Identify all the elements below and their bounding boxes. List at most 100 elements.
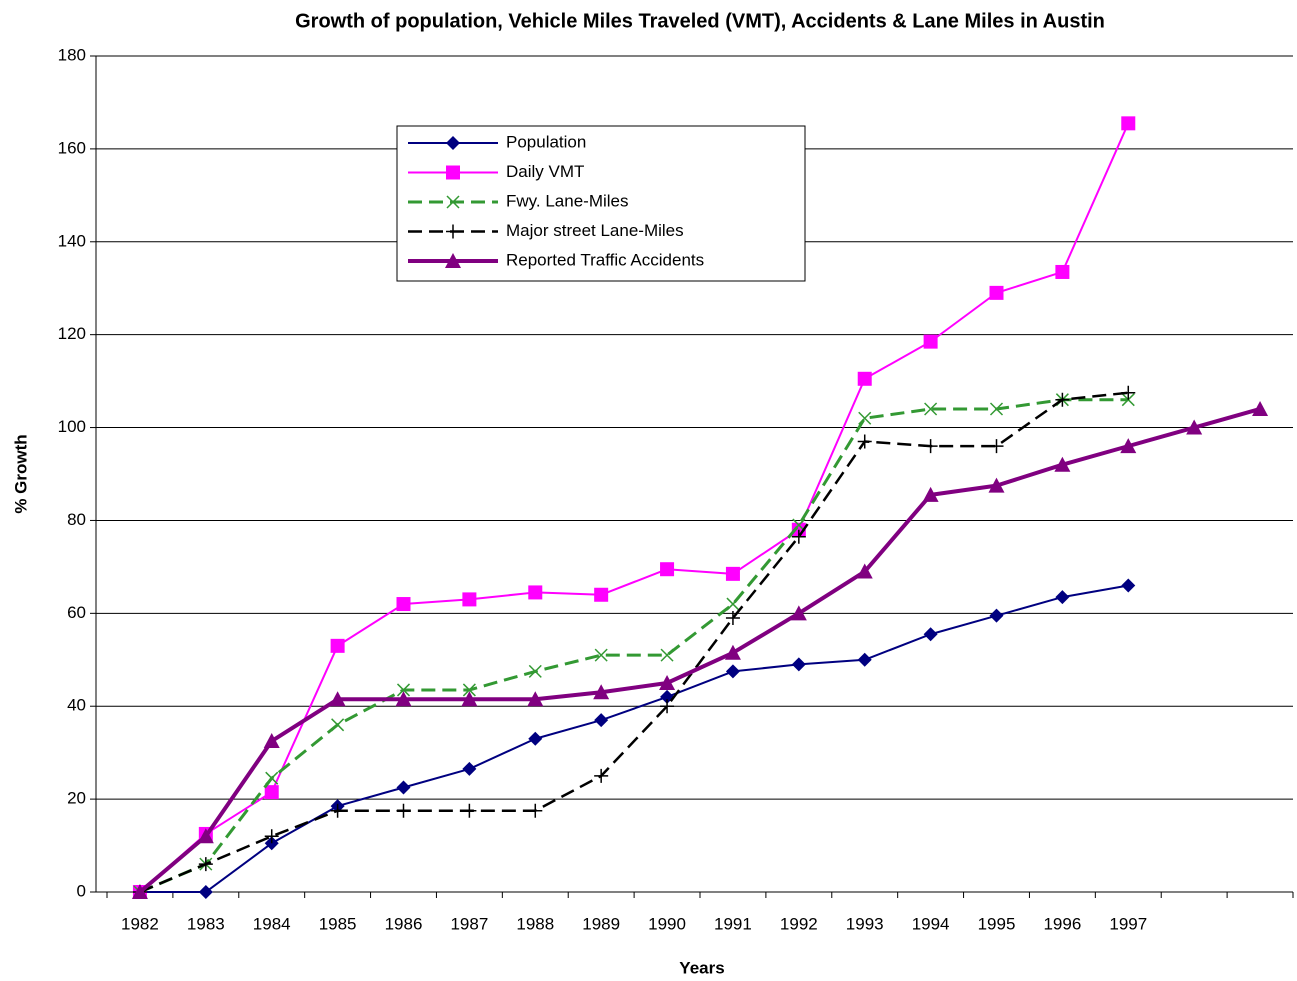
marker — [989, 285, 1004, 300]
marker — [264, 785, 279, 800]
marker — [857, 434, 872, 449]
series-line — [139, 584, 1129, 893]
marker — [396, 597, 411, 612]
marker — [1186, 419, 1203, 435]
marker — [857, 652, 872, 667]
x-tick-label: 1987 — [450, 914, 488, 933]
marker — [1120, 438, 1137, 454]
x-tick-label: 1986 — [385, 914, 423, 933]
legend-label: Daily VMT — [506, 162, 584, 181]
marker — [198, 885, 213, 899]
x-tick-label: 1993 — [846, 914, 884, 933]
marker — [528, 731, 543, 746]
marker — [923, 627, 938, 642]
marker — [659, 675, 676, 690]
y-tick-label: 140 — [58, 231, 86, 250]
marker — [594, 713, 609, 728]
y-tick-label: 0 — [77, 881, 86, 900]
chart-title: Growth of population, Vehicle Miles Trav… — [295, 10, 1105, 32]
y-tick-label: 40 — [67, 696, 86, 715]
marker — [923, 439, 938, 454]
legend-label: Reported Traffic Accidents — [506, 250, 704, 269]
marker — [922, 486, 939, 502]
marker — [791, 657, 806, 672]
marker — [263, 733, 280, 749]
marker — [462, 592, 477, 607]
marker — [856, 563, 873, 579]
y-tick-label: 20 — [67, 789, 86, 808]
marker — [1054, 456, 1071, 472]
marker — [197, 828, 214, 844]
marker — [331, 718, 345, 732]
x-tick-label: 1990 — [648, 914, 686, 933]
marker — [660, 699, 675, 714]
marker — [858, 411, 872, 425]
y-tick-label: 80 — [67, 510, 86, 529]
marker — [725, 664, 740, 679]
x-tick-label: 1997 — [1109, 914, 1147, 933]
x-tick-label: 1988 — [516, 914, 554, 933]
x-tick-label: 1982 — [121, 914, 159, 933]
marker — [264, 829, 279, 844]
legend-label: Major street Lane-Miles — [506, 221, 684, 240]
x-tick-label: 1996 — [1043, 914, 1081, 933]
marker — [446, 165, 460, 180]
marker — [924, 402, 938, 416]
marker — [528, 664, 542, 678]
x-tick-label: 1995 — [978, 914, 1016, 933]
legend-label: Fwy. Lane-Miles — [506, 191, 629, 210]
marker — [1055, 590, 1070, 605]
marker — [1121, 385, 1136, 400]
marker — [131, 884, 148, 899]
legend: Population Daily VMT Fwy. Lane-Miles Major … — [396, 125, 806, 282]
marker — [791, 529, 806, 544]
x-tick-label: 1991 — [714, 914, 752, 933]
series-line — [139, 391, 1129, 894]
x-tick-label: 1992 — [780, 914, 818, 933]
marker — [330, 638, 345, 653]
marker — [446, 195, 460, 209]
series-line — [138, 407, 1261, 894]
x-tick-label: 1983 — [187, 914, 225, 933]
marker — [265, 771, 279, 785]
marker — [594, 587, 609, 602]
marker — [726, 597, 740, 611]
marker — [396, 683, 411, 697]
marker — [923, 334, 938, 349]
marker — [1121, 116, 1136, 131]
y-tick-label: 60 — [67, 603, 86, 622]
marker — [1252, 400, 1269, 416]
marker — [725, 566, 740, 581]
marker — [396, 803, 411, 818]
marker — [989, 402, 1004, 416]
marker — [1055, 392, 1070, 407]
marker — [396, 780, 411, 795]
marker — [528, 803, 543, 818]
marker — [446, 136, 460, 150]
x-tick-label: 1984 — [253, 914, 291, 933]
marker — [594, 648, 608, 662]
marker — [593, 684, 610, 700]
marker — [462, 683, 476, 697]
marker — [988, 477, 1005, 493]
marker — [462, 761, 477, 776]
y-tick-label: 180 — [58, 45, 86, 64]
marker — [445, 253, 461, 268]
marker — [446, 224, 460, 239]
marker — [528, 585, 543, 600]
y-tick-label: 120 — [58, 324, 86, 343]
x-tick-label: 1989 — [582, 914, 620, 933]
marker — [724, 644, 741, 660]
x-tick-label: 1985 — [319, 914, 357, 933]
marker — [857, 371, 872, 386]
marker — [790, 605, 807, 621]
marker — [198, 857, 213, 872]
marker — [395, 691, 412, 707]
marker — [660, 562, 675, 577]
y-tick-label: 160 — [58, 138, 86, 157]
marker — [462, 803, 477, 818]
x-tick-label: 1994 — [912, 914, 950, 933]
marker — [660, 648, 674, 662]
y-axis-label: % Growth — [11, 434, 30, 513]
